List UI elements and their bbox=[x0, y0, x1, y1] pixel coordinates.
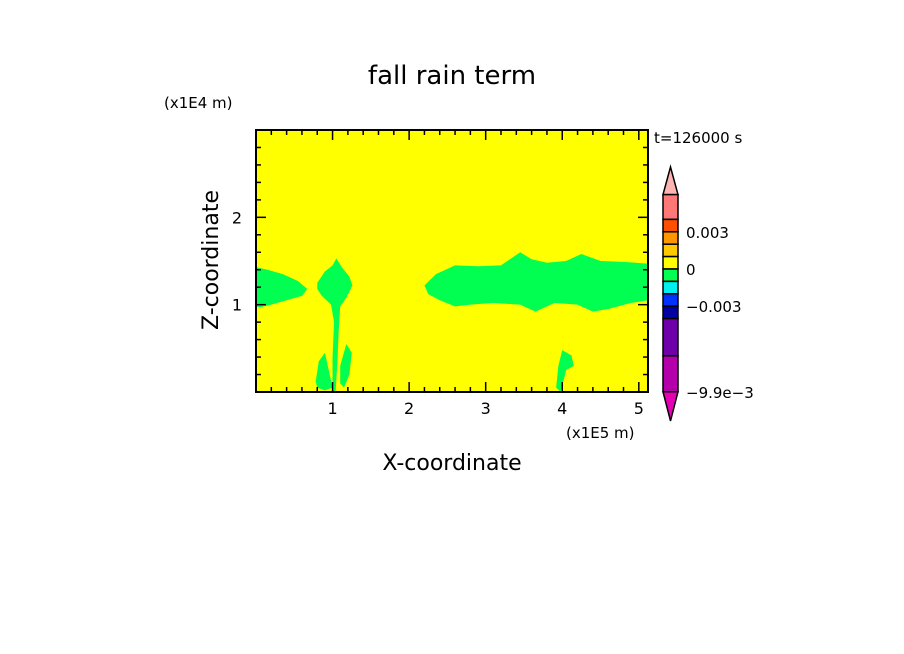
time-label: t=126000 s bbox=[654, 129, 742, 147]
chart-title: fall rain term bbox=[368, 61, 536, 91]
x-tick-label: 3 bbox=[481, 399, 491, 418]
y-axis-label: Z-coordinate bbox=[199, 190, 224, 330]
x-axis-label: X-coordinate bbox=[382, 451, 521, 476]
contour-region-2 bbox=[315, 352, 333, 391]
colorbar-segment bbox=[662, 193, 679, 221]
colorbar-segment bbox=[662, 293, 679, 307]
colorbar-segment bbox=[662, 268, 679, 283]
y-tick-label: 1 bbox=[232, 296, 242, 315]
colorbar-label: −0.003 bbox=[686, 298, 742, 316]
colorbar-segment bbox=[662, 243, 679, 258]
contour-region-5 bbox=[556, 350, 574, 392]
x-unit-label: (x1E5 m) bbox=[566, 424, 635, 442]
colorbar-segment bbox=[662, 218, 679, 233]
plot-area: 1 2 3 4 5 1 2 bbox=[232, 129, 649, 418]
colorbar-segment bbox=[662, 305, 679, 320]
x-tick-label: 4 bbox=[557, 399, 567, 418]
colorbar-label: 0.003 bbox=[686, 224, 729, 242]
colorbar-segment bbox=[662, 317, 679, 357]
colorbar-under-arrow bbox=[662, 391, 679, 422]
x-tick-label: 1 bbox=[327, 399, 337, 418]
colorbar-label: −9.9e−3 bbox=[686, 384, 754, 402]
x-tick-label: 2 bbox=[404, 399, 414, 418]
contour-region-3 bbox=[340, 343, 352, 388]
plot-frame bbox=[255, 129, 649, 393]
y-tick-label: 2 bbox=[232, 208, 242, 227]
colorbar-segment bbox=[662, 280, 679, 295]
x-tick-label: 5 bbox=[634, 399, 644, 418]
contour-region-1 bbox=[317, 258, 353, 392]
colorbar-segment bbox=[662, 231, 679, 245]
colorbar-label: 0 bbox=[686, 261, 696, 279]
colorbar-over-arrow bbox=[662, 164, 679, 196]
colorbar: 0.003 0 −0.003 −9.9e−3 bbox=[662, 164, 754, 422]
contour-region-0 bbox=[256, 267, 308, 308]
y-unit-label: (x1E4 m) bbox=[164, 94, 233, 112]
colorbar-segment bbox=[662, 355, 679, 393]
colorbar-segment bbox=[662, 255, 679, 270]
contour-region-4 bbox=[424, 252, 648, 312]
